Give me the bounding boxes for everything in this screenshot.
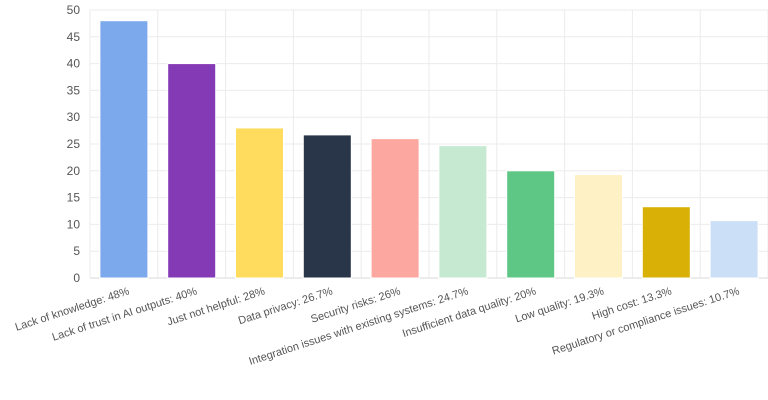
bar-1: [99, 20, 149, 279]
y-tick-label: 25: [67, 137, 81, 151]
y-tick-label: 35: [67, 83, 81, 97]
bar-5: [370, 138, 420, 279]
y-tick-label: 15: [67, 191, 81, 205]
y-tick-label: 45: [67, 30, 81, 44]
bar-7: [506, 170, 556, 279]
bars: [99, 20, 759, 279]
y-axis-ticks: 0 5 10 15 20 25 30 35 40 45 50: [67, 3, 81, 285]
y-tick-label: 40: [67, 57, 81, 71]
y-tick-label: 10: [67, 217, 81, 231]
y-tick-label: 50: [67, 3, 81, 17]
bar-6: [438, 145, 488, 279]
bar-8: [574, 174, 623, 279]
bar-2: [167, 63, 217, 279]
y-tick-label: 20: [67, 164, 81, 178]
bar-10: [709, 220, 759, 279]
bar-9: [641, 206, 691, 279]
x-axis-labels: Lack of knowledge: 48%Lack of trust in A…: [14, 285, 742, 368]
y-tick-label: 5: [73, 244, 80, 258]
y-tick-label: 0: [73, 271, 80, 285]
y-tick-label: 30: [67, 110, 81, 124]
bar-3: [235, 127, 284, 279]
bar-4: [302, 134, 352, 279]
